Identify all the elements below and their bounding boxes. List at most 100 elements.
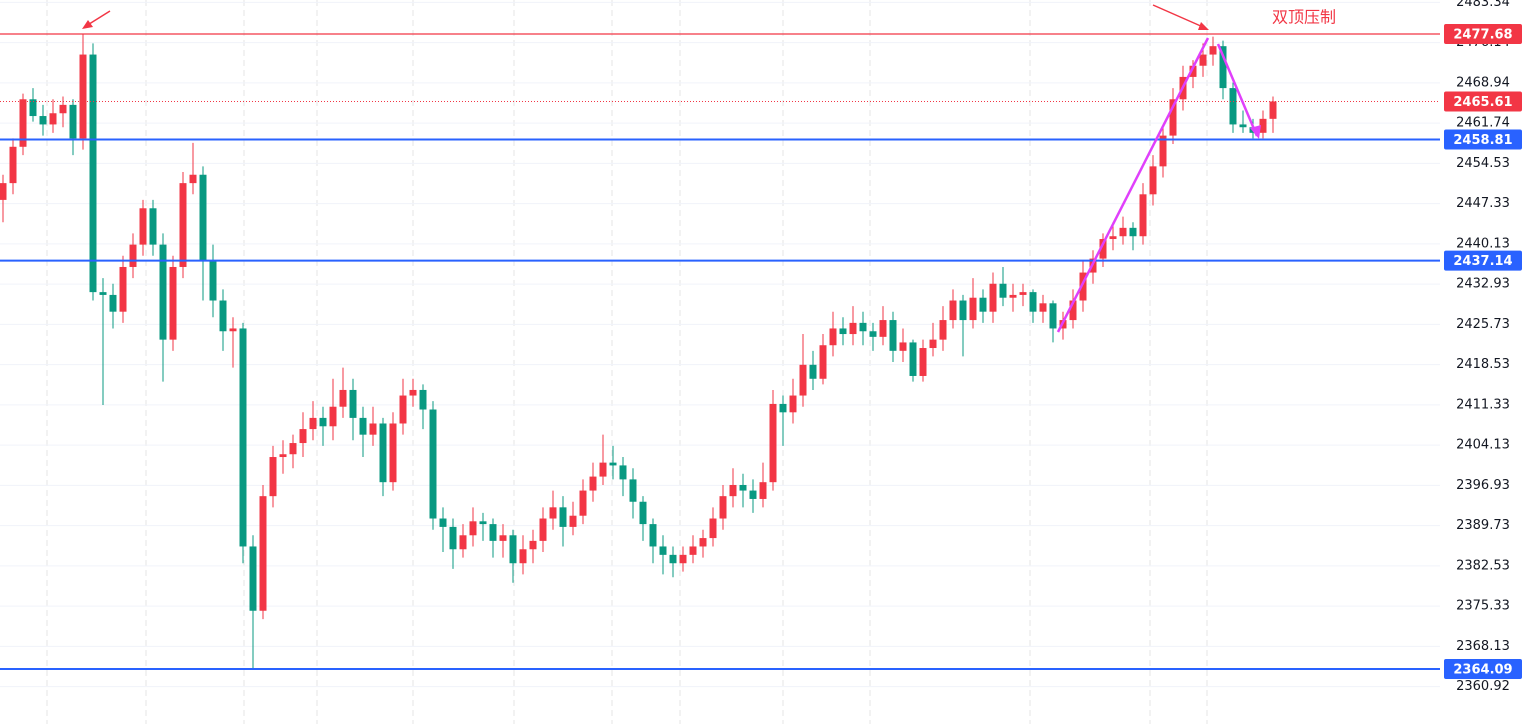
- candle-body: [249, 546, 257, 611]
- candle-body: [999, 283, 1007, 298]
- candle-body: [1039, 303, 1047, 312]
- candle-body: [99, 292, 107, 295]
- candle-body: [479, 521, 487, 525]
- candle-body: [59, 104, 67, 114]
- candle-body: [649, 524, 657, 547]
- candle-body: [759, 482, 767, 499]
- candle-body: [189, 174, 197, 184]
- candle-body: [469, 521, 477, 536]
- candle-body: [879, 320, 887, 337]
- candle-body: [699, 538, 707, 547]
- candle-body: [569, 515, 577, 527]
- candle-body: [19, 99, 27, 147]
- candle-body: [499, 535, 507, 541]
- trend-line: [1216, 43, 1259, 137]
- axis-labels: 2483.342476.142468.942461.742454.532447.…: [1444, 0, 1522, 694]
- candle-body: [299, 429, 307, 444]
- arrow-head: [1198, 22, 1209, 30]
- candle-body: [1079, 272, 1087, 301]
- y-tick-label: 2389.73: [1456, 518, 1510, 533]
- candle-body: [1119, 227, 1127, 237]
- candle-body: [339, 389, 347, 407]
- candle-body: [309, 417, 317, 430]
- y-tick-label: 2432.93: [1456, 277, 1510, 292]
- candle-body: [289, 443, 297, 455]
- candle-body: [1169, 99, 1177, 136]
- candle-body: [949, 300, 957, 321]
- candle-body: [1219, 46, 1227, 89]
- candle-body: [1139, 194, 1147, 237]
- level-label-box: [1444, 250, 1522, 271]
- candle-body: [729, 484, 737, 497]
- y-tick-label: 2425.73: [1456, 317, 1510, 332]
- candle-body: [79, 54, 87, 139]
- arrow-head: [82, 20, 93, 29]
- candles: [0, 33, 1277, 669]
- y-tick-label: 2440.13: [1456, 236, 1510, 251]
- candle-body: [1069, 300, 1077, 321]
- arrow: [1152, 4, 1204, 28]
- candle-body: [1049, 303, 1057, 329]
- candle-body: [749, 490, 757, 499]
- candle-body: [979, 297, 987, 312]
- candle-body: [919, 348, 927, 376]
- candle-body: [419, 389, 427, 410]
- candle-body: [839, 328, 847, 335]
- candle-body: [799, 364, 807, 396]
- grid: [0, 1, 1440, 688]
- candle-body: [659, 546, 667, 555]
- candle-body: [209, 261, 217, 301]
- candle-body: [679, 554, 687, 564]
- candle-body: [9, 146, 17, 184]
- candle-body: [109, 294, 117, 312]
- candle-body: [219, 300, 227, 332]
- candle-body: [179, 183, 187, 267]
- candle-body: [1239, 124, 1247, 128]
- candle-body: [439, 518, 447, 527]
- y-tick-label: 2382.53: [1456, 558, 1510, 573]
- candle-body: [159, 244, 167, 340]
- candle-body: [149, 208, 157, 245]
- candle-body: [449, 526, 457, 550]
- level-label-box: [1444, 23, 1522, 44]
- y-tick-label: 2396.93: [1456, 478, 1510, 493]
- candle-body: [229, 328, 237, 332]
- y-tick-label: 2368.13: [1456, 639, 1510, 654]
- level-label-box: [1444, 129, 1522, 150]
- candle-body: [409, 389, 417, 396]
- candle-body: [489, 524, 497, 541]
- candle-body: [89, 54, 97, 293]
- candle-body: [239, 328, 247, 547]
- candle-body: [1129, 227, 1137, 237]
- candle-body: [1199, 54, 1207, 66]
- candle-body: [689, 546, 697, 555]
- y-tick-label: 2447.33: [1456, 196, 1510, 211]
- y-tick-label: 2461.74: [1456, 116, 1510, 131]
- candle-body: [319, 417, 327, 427]
- candle-body: [29, 99, 37, 117]
- candle-body: [379, 423, 387, 483]
- candle-body: [529, 540, 537, 550]
- annotations: 双顶压制: [82, 4, 1336, 333]
- candle-body: [1009, 294, 1017, 298]
- candle-body: [279, 454, 287, 458]
- candle-body: [989, 283, 997, 312]
- candle-body: [359, 417, 367, 435]
- level-label: 2364.09: [1453, 662, 1512, 677]
- candle-body: [1159, 135, 1167, 167]
- candle-body: [789, 395, 797, 413]
- candle-body: [539, 518, 547, 541]
- candle-body: [329, 406, 337, 427]
- y-tick-label: 2360.92: [1456, 679, 1510, 694]
- candle-body: [619, 465, 627, 480]
- candle-body: [909, 342, 917, 376]
- trend-line: [1056, 37, 1210, 333]
- candle-body: [669, 554, 677, 564]
- candle-body: [609, 462, 617, 466]
- candle-body: [709, 518, 717, 539]
- level-label: 2465.61: [1453, 95, 1512, 110]
- candle-body: [639, 501, 647, 525]
- candle-body: [1029, 292, 1037, 312]
- candle-body: [829, 328, 837, 346]
- candle-body: [1269, 101, 1277, 119]
